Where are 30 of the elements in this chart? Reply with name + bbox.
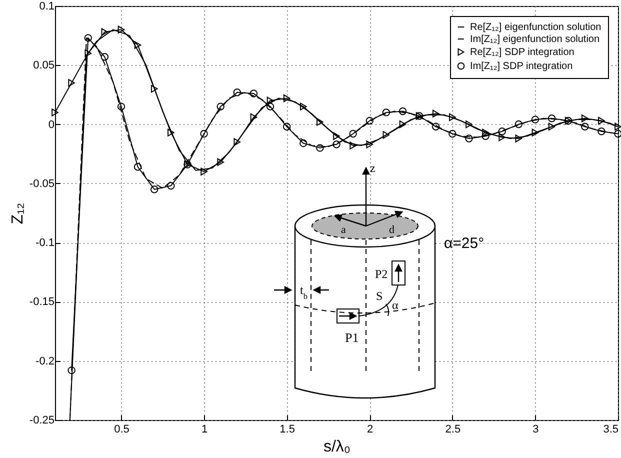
x-tick-label: 1.5 <box>280 424 295 436</box>
x-tick-label: 0.5 <box>114 424 130 436</box>
legend-label: Re[Z₁₂] SDP integration <box>470 47 574 58</box>
y-tick-label: -0.25 <box>29 414 54 426</box>
x-axis-title: s/λ₀ <box>323 438 351 456</box>
annotation: t$_{b}$ <box>300 283 308 300</box>
y-tick-label: 0.05 <box>33 60 54 72</box>
legend-label: Im[Z₁₂] eigenfunction solution <box>470 34 600 45</box>
legend-label: Im[Z₁₂] SDP integration <box>470 61 573 72</box>
x-tick-label: 3.5 <box>603 424 618 436</box>
y-tick-label: -0.1 <box>36 237 54 250</box>
annotation: a <box>341 224 346 236</box>
y-tick-label: 0 <box>48 118 54 131</box>
y-tick-label: -0.2 <box>36 355 54 368</box>
annotation: α <box>392 298 399 312</box>
y-tick-label: -0.05 <box>29 178 54 190</box>
annotation: z <box>370 161 376 175</box>
x-tick-label: 3 <box>532 424 539 436</box>
x-tick-label: 2 <box>367 424 374 436</box>
x-tick-label: 2.5 <box>445 424 461 436</box>
annotation: P1 <box>345 330 359 345</box>
annotation: S <box>376 289 383 303</box>
y-tick-label: 0.1 <box>39 0 54 12</box>
annotation: d <box>389 224 395 236</box>
y-tick-label: -0.15 <box>29 296 54 308</box>
annotation: α=25° <box>444 235 484 252</box>
legend-label: Re[Z₁₂] eigenfunction solution <box>470 22 602 33</box>
annotation: P2 <box>375 267 388 281</box>
y-axis-title: Z₁₂ <box>9 202 26 224</box>
x-tick-label: 1 <box>201 424 208 436</box>
